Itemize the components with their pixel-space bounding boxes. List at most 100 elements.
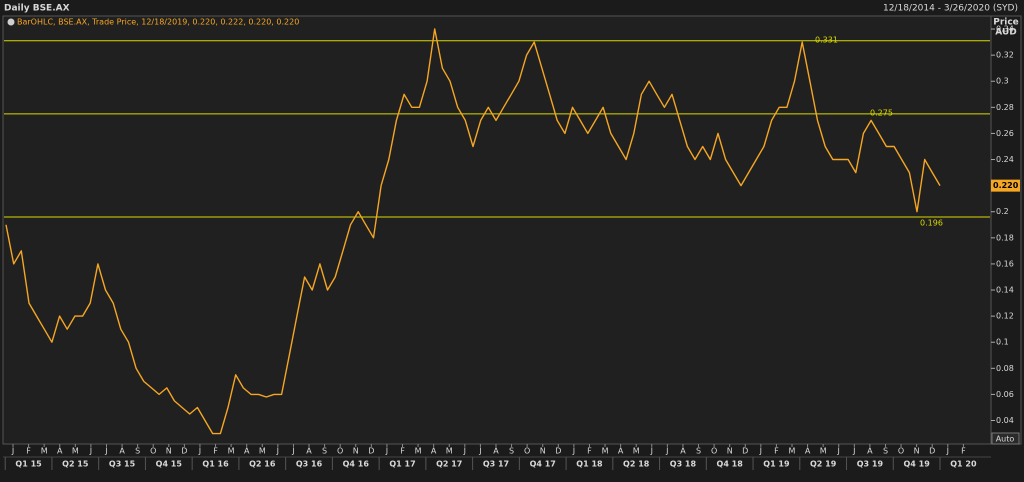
quarter-label: Q1 15 [15, 460, 42, 469]
y-tick-label: 0.3 [996, 77, 1009, 86]
y-tick-label: 0.06 [996, 390, 1014, 399]
x-tick-label: F [961, 447, 966, 456]
x-tick-label: O [524, 447, 530, 456]
x-tick-label: F [587, 447, 592, 456]
x-tick-label: A [306, 447, 312, 456]
x-tick-label: M [72, 447, 79, 456]
x-tick-label: D [929, 447, 935, 456]
x-tick-label: J [11, 447, 14, 456]
x-tick-label: M [789, 447, 796, 456]
quarter-label: Q3 18 [670, 460, 697, 469]
y-tick-label: 0.24 [996, 155, 1014, 164]
auto-button-label[interactable]: Auto [996, 435, 1015, 444]
y-axis-title: Price [993, 18, 1019, 28]
y-tick-label: 0.32 [996, 51, 1014, 60]
x-tick-label: O [898, 447, 904, 456]
x-tick-label: N [353, 447, 359, 456]
quarter-label: Q2 16 [249, 460, 276, 469]
x-tick-label: J [759, 447, 762, 456]
x-tick-label: M [41, 447, 48, 456]
x-tick-label: M [228, 447, 235, 456]
quarter-label: Q2 15 [62, 460, 89, 469]
y-tick-label: 0.1 [996, 338, 1009, 347]
legend-text: BarOHLC, BSE.AX, Trade Price, 12/18/2019… [17, 18, 299, 27]
quarter-label: Q1 16 [202, 460, 229, 469]
x-tick-label: O [150, 447, 156, 456]
quarter-label: Q1 17 [389, 460, 415, 469]
x-tick-label: J [650, 447, 653, 456]
x-tick-label: N [540, 447, 546, 456]
x-tick-label: A [618, 447, 624, 456]
axis-frame [990, 15, 1022, 445]
x-tick-label: D [181, 447, 187, 456]
x-tick-label: M [633, 447, 640, 456]
x-tick-label: J [478, 447, 481, 456]
x-tick-label: S [509, 447, 514, 456]
y-tick-label: 0.04 [996, 416, 1014, 425]
x-tick-label: A [244, 447, 250, 456]
x-tick-label: F [26, 447, 31, 456]
y-tick-label: 0.12 [996, 312, 1014, 321]
x-tick-label: J [385, 447, 388, 456]
quarter-label: Q3 16 [296, 460, 323, 469]
x-tick-label: J [276, 447, 279, 456]
x-tick-label: O [711, 447, 717, 456]
x-tick-label: N [727, 447, 733, 456]
x-tick-label: J [89, 447, 92, 456]
x-tick-label: J [665, 447, 668, 456]
quarter-label: Q3 19 [857, 460, 884, 469]
quarter-label: Q2 18 [623, 460, 650, 469]
x-tick-label: F [213, 447, 218, 456]
x-tick-label: M [820, 447, 827, 456]
x-tick-label: J [852, 447, 855, 456]
x-tick-label: S [135, 447, 140, 456]
quarter-label: Q1 19 [763, 460, 790, 469]
x-tick-label: D [742, 447, 748, 456]
x-tick-label: A [680, 447, 686, 456]
x-tick-label: A [119, 447, 125, 456]
legend-icon [7, 18, 15, 26]
x-tick-label: J [291, 447, 294, 456]
x-tick-label: J [104, 447, 107, 456]
x-tick-label: N [166, 447, 172, 456]
x-tick-label: M [259, 447, 266, 456]
y-tick-label: 0.18 [996, 233, 1014, 242]
x-tick-label: O [337, 447, 343, 456]
quarter-label: Q1 20 [950, 460, 977, 469]
auto-button[interactable] [991, 432, 1020, 445]
level-label: 0.196 [920, 218, 943, 227]
quarter-label: Q4 18 [717, 460, 744, 469]
x-tick-label: F [774, 447, 779, 456]
quarter-label: Q4 16 [343, 460, 370, 469]
x-tick-label: S [883, 447, 888, 456]
x-tick-label: J [946, 447, 949, 456]
quarter-label: Q3 17 [483, 460, 509, 469]
x-tick-label: S [696, 447, 701, 456]
last-price-box [991, 179, 1020, 192]
quarter-label: Q4 19 [903, 460, 930, 469]
x-tick-label: A [431, 447, 437, 456]
x-tick-label: J [572, 447, 575, 456]
x-tick-label: A [493, 447, 499, 456]
quarter-label: Q3 15 [109, 460, 136, 469]
x-tick-label: M [602, 447, 609, 456]
y-tick-label: 0.16 [996, 259, 1014, 268]
y-axis-title: AUD [995, 28, 1016, 38]
chart-title: Daily BSE.AX [4, 4, 70, 14]
x-tick-label: A [805, 447, 811, 456]
quarter-label: Q2 17 [436, 460, 462, 469]
level-label: 0.331 [815, 35, 838, 44]
quarter-label: Q1 18 [576, 460, 603, 469]
x-tick-label: N [914, 447, 920, 456]
x-tick-label: M [415, 447, 422, 456]
price-line [5, 28, 941, 435]
y-tick-label: 0.26 [996, 129, 1014, 138]
x-tick-label: A [867, 447, 873, 456]
y-tick-label: 0.34 [996, 25, 1014, 34]
y-tick-label: 0.28 [996, 103, 1014, 112]
x-tick-label: F [400, 447, 405, 456]
quarter-label: Q4 17 [530, 460, 556, 469]
y-tick-label: 0.2 [996, 207, 1009, 216]
